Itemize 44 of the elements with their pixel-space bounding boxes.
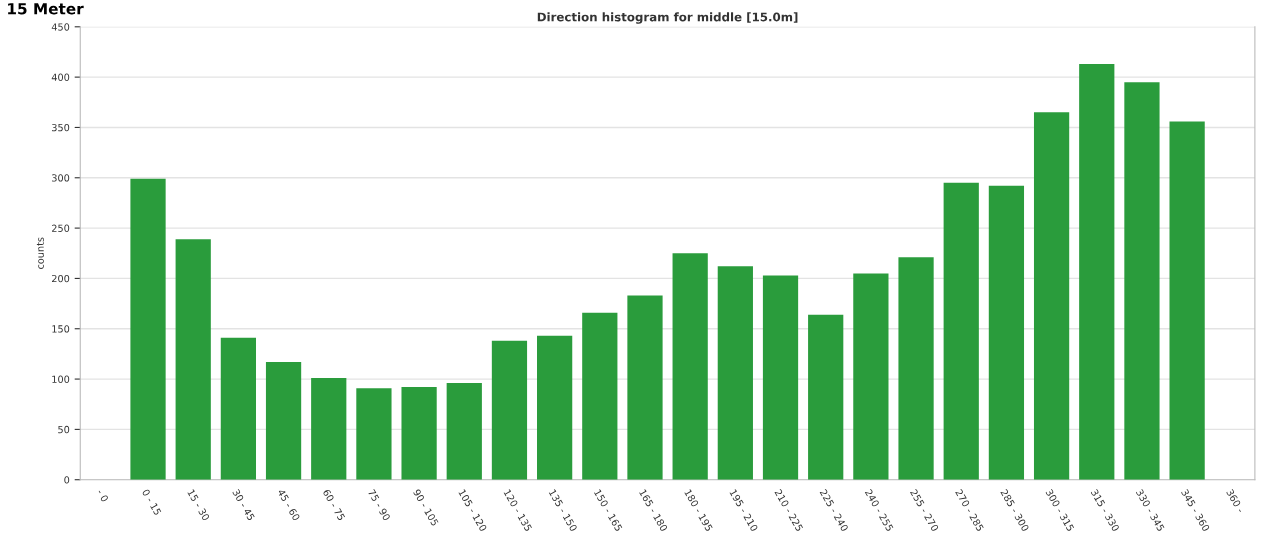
bar (311, 378, 347, 480)
bar (898, 257, 934, 480)
bar (1169, 121, 1205, 480)
bar (356, 388, 392, 480)
bar (401, 387, 437, 480)
x-tick-label: 15 - 30 (187, 489, 210, 522)
y-tick-label: 250 (52, 224, 70, 232)
bar (446, 383, 482, 480)
y-tick-label: 350 (52, 123, 70, 132)
bar (808, 314, 844, 480)
bar (762, 275, 799, 480)
bar (537, 335, 573, 480)
y-tick-label: 200 (52, 274, 70, 283)
x-tick-label: 30 - 45 (232, 488, 256, 521)
text: 15 Meter (8, 3, 84, 15)
bar (175, 239, 211, 480)
bar (853, 273, 889, 480)
x-tick-label: 0 - 15 (141, 488, 162, 516)
bar (1079, 64, 1115, 480)
bar (627, 295, 663, 480)
bar (943, 182, 979, 480)
bar (1033, 112, 1070, 480)
chart-title: Direction histogram for middle [15.0m] (537, 12, 798, 24)
bar (672, 253, 708, 480)
x-tick-label: 75 - 90 (367, 488, 391, 522)
bar (988, 185, 1025, 480)
y-tick-label: 300 (52, 174, 70, 182)
y-tick-label: 100 (52, 375, 70, 383)
bar (220, 337, 256, 480)
y-tick-label: 400 (51, 73, 70, 81)
x-tick-label: - 0 (96, 488, 109, 503)
y-tick-label: 150 (52, 325, 70, 333)
y-tick-label: 0 (64, 476, 70, 484)
bar (491, 340, 528, 480)
y-tick-label: 50 (58, 425, 70, 434)
bar (1124, 82, 1160, 480)
bar (130, 178, 166, 480)
bar (582, 312, 618, 480)
bar (717, 266, 753, 480)
y-tick-label: 450 (51, 23, 70, 31)
y-axis-title: counts (36, 237, 44, 269)
bar (265, 361, 302, 480)
x-tick-label: 45 - 60 (277, 488, 301, 522)
x-tick-label: 60 - 75 (322, 488, 346, 521)
